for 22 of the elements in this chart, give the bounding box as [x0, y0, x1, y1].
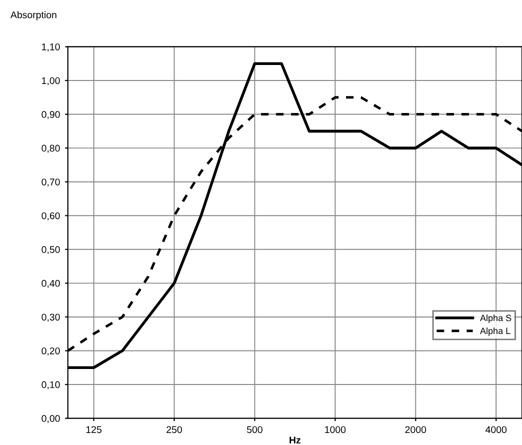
y-axis-title: Absorption: [10, 11, 56, 20]
y-tick-label: 0,60: [42, 212, 60, 220]
x-axis-title: Hz: [290, 436, 301, 444]
y-tick-label: 1,10: [42, 43, 60, 52]
legend-label: Alpha S: [480, 314, 512, 323]
y-tick-label: 0,80: [42, 144, 60, 153]
y-tick-label: 0,20: [42, 347, 60, 356]
legend-label: Alpha L: [480, 327, 510, 336]
y-tick-label: 0,30: [42, 314, 60, 322]
y-tick-label: 0,90: [42, 111, 60, 120]
x-tick-label: 2000: [405, 426, 426, 434]
y-tick-label: 0,10: [42, 381, 60, 390]
x-tick-label: 125: [86, 426, 102, 434]
y-tick-label: 1,00: [42, 77, 60, 86]
y-tick-label: 0,40: [42, 280, 60, 288]
y-tick-label: 0,50: [42, 246, 60, 254]
x-tick-label: 500: [246, 426, 262, 434]
y-tick-label: 0,00: [42, 415, 60, 424]
x-tick-label: 4000: [486, 426, 507, 434]
x-tick-label: 1000: [325, 426, 346, 434]
x-tick-label: 250: [166, 426, 182, 434]
y-tick-label: 0,70: [42, 178, 60, 187]
